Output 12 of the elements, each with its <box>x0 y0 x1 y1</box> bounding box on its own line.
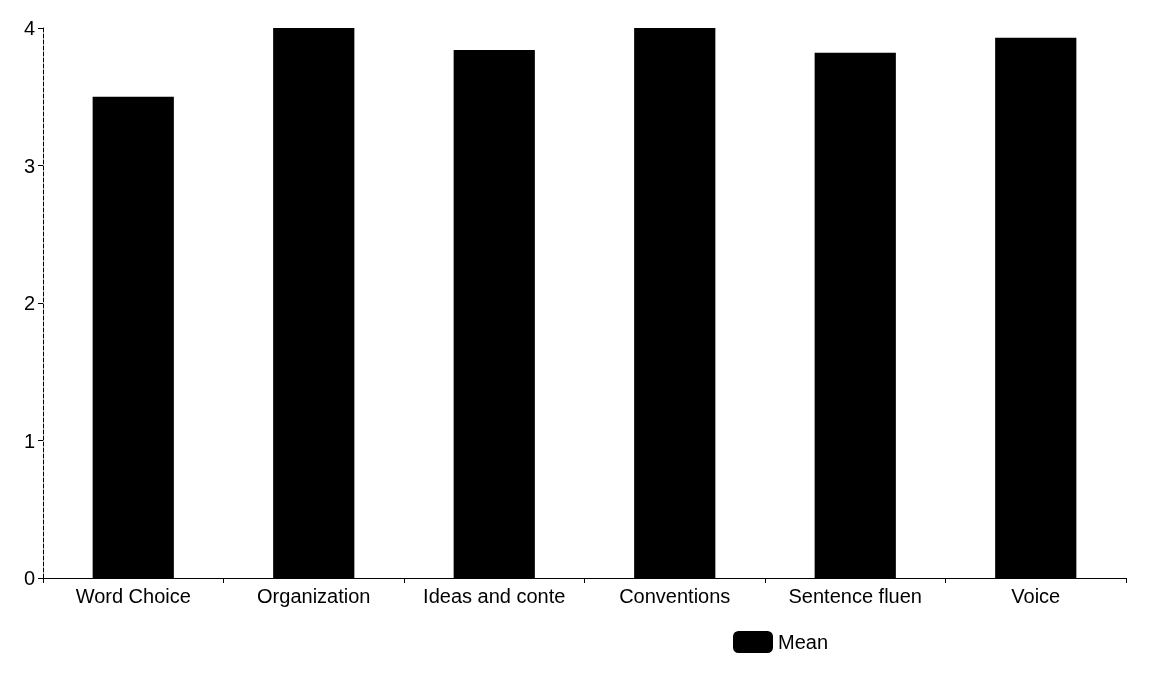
y-tick-label: 1 <box>23 429 35 452</box>
legend-label: Mean <box>778 631 829 653</box>
x-tick-label: Sentence fluen <box>788 585 922 607</box>
x-tick-label: Voice <box>1011 585 1061 607</box>
y-tick-label: 3 <box>23 154 35 177</box>
y-tick-label: 0 <box>23 567 35 589</box>
x-tick-label: Conventions <box>619 585 731 607</box>
y-tick-label: 2 <box>23 292 35 314</box>
x-tick-label: Word Choice <box>75 585 191 607</box>
x-tick-label: Ideas and conte <box>423 585 566 607</box>
y-tick-label: 4 <box>23 17 35 39</box>
x-tick-label: Organization <box>257 585 371 607</box>
